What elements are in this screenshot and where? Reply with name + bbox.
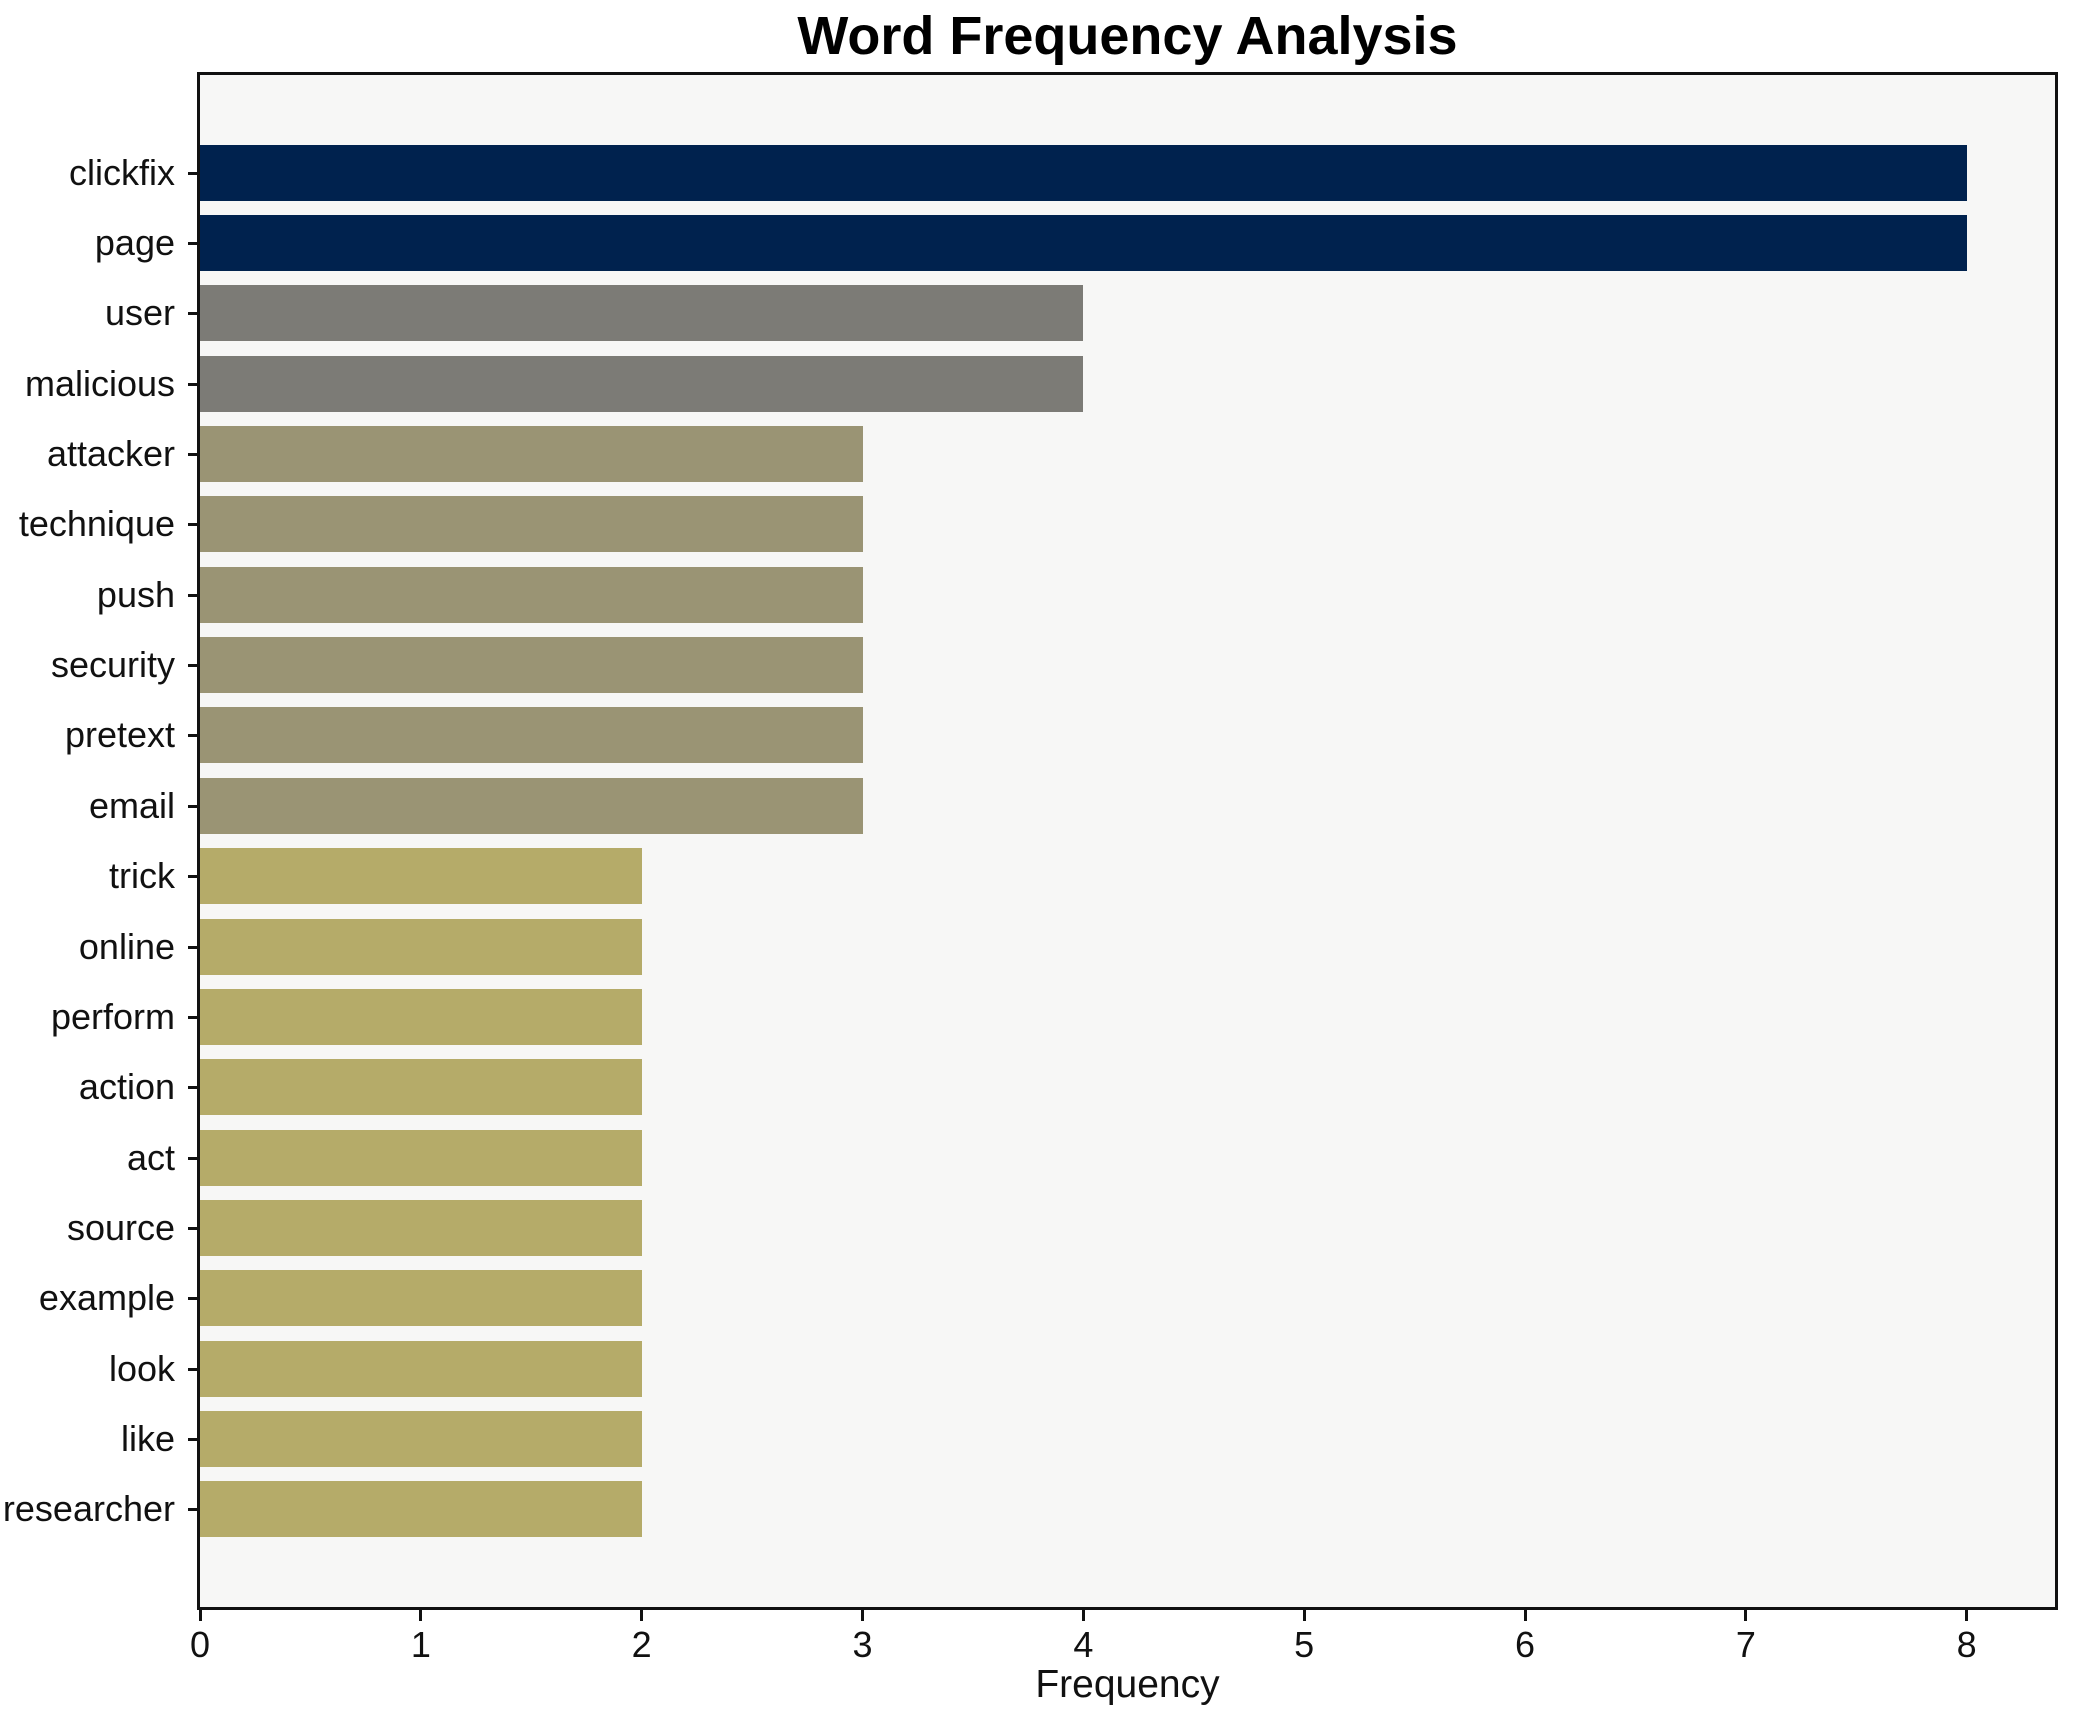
y-tick-label-example: example xyxy=(38,1277,175,1319)
y-tick-mark xyxy=(188,1086,197,1090)
y-tick-label-source: source xyxy=(66,1206,175,1248)
y-tick-mark xyxy=(188,734,197,738)
y-tick-mark xyxy=(188,242,197,246)
bar-email xyxy=(200,777,863,834)
x-tick-mark xyxy=(1081,1610,1085,1621)
y-tick-mark xyxy=(188,664,197,668)
x-tick-label-7: 7 xyxy=(1735,1624,1756,1665)
bar-researcher xyxy=(200,1481,642,1538)
x-tick-label-6: 6 xyxy=(1514,1624,1536,1665)
y-tick-mark xyxy=(188,1367,197,1371)
bar-technique xyxy=(200,496,863,553)
bar-malicious xyxy=(200,355,1084,412)
y-tick-mark xyxy=(188,875,197,879)
y-tick-mark xyxy=(188,945,197,949)
y-tick-label-pretext: pretext xyxy=(64,714,175,756)
x-tick-mark xyxy=(198,1610,202,1621)
x-tick-label-2: 2 xyxy=(631,1624,652,1665)
x-tick-mark xyxy=(861,1610,864,1621)
bar-look xyxy=(200,1340,642,1397)
x-tick-mark xyxy=(1744,1610,1748,1621)
y-tick-mark xyxy=(188,1156,197,1160)
y-tick-label-technique: technique xyxy=(18,503,175,545)
x-tick-label-4: 4 xyxy=(1073,1624,1094,1665)
y-tick-label-email: email xyxy=(88,784,175,826)
y-tick-mark xyxy=(188,1226,197,1230)
x-axis-label: Frequency xyxy=(1035,1663,1220,1706)
y-tick-label-clickfix: clickfix xyxy=(69,151,175,193)
bar-page xyxy=(200,215,1967,272)
plot-area xyxy=(197,72,2058,1610)
y-tick-mark xyxy=(188,453,197,457)
x-tick-mark xyxy=(640,1610,644,1621)
x-tick-label-0: 0 xyxy=(189,1624,211,1665)
y-tick-label-trick: trick xyxy=(109,855,175,897)
y-tick-mark xyxy=(188,1437,197,1441)
bar-like xyxy=(200,1410,642,1467)
x-tick-mark xyxy=(1523,1610,1527,1621)
y-tick-label-researcher: researcher xyxy=(2,1488,175,1530)
y-tick-label-security: security xyxy=(50,644,175,686)
bar-clickfix xyxy=(200,144,1967,201)
x-tick-mark xyxy=(1965,1610,1969,1621)
y-tick-mark xyxy=(188,382,197,386)
y-tick-mark xyxy=(188,804,197,808)
x-tick-label-5: 5 xyxy=(1294,1624,1315,1665)
y-tick-label-attacker: attacker xyxy=(46,433,175,475)
y-tick-mark xyxy=(188,1015,197,1019)
bar-perform xyxy=(200,988,642,1045)
y-tick-label-malicious: malicious xyxy=(24,362,175,404)
bar-attacker xyxy=(200,426,863,483)
y-tick-label-push: push xyxy=(96,573,175,615)
y-tick-mark xyxy=(188,312,197,316)
bar-security xyxy=(200,637,863,694)
x-tick-label-8: 8 xyxy=(1956,1624,1977,1665)
y-tick-label-page: page xyxy=(94,222,175,264)
x-tick-mark xyxy=(1302,1610,1306,1621)
y-tick-mark xyxy=(188,1508,197,1512)
y-tick-label-like: like xyxy=(120,1417,175,1459)
bar-pretext xyxy=(200,707,863,764)
y-tick-mark xyxy=(188,1297,197,1301)
y-tick-mark xyxy=(188,523,197,527)
y-tick-label-online: online xyxy=(78,925,175,967)
bar-trick xyxy=(200,848,642,905)
x-tick-label-3: 3 xyxy=(852,1624,873,1665)
bar-user xyxy=(200,285,1084,342)
bar-action xyxy=(200,1059,642,1116)
bar-example xyxy=(200,1270,642,1327)
x-tick-mark xyxy=(419,1610,423,1621)
chart-title: Word Frequency Analysis xyxy=(797,6,1458,66)
x-tick-label-1: 1 xyxy=(410,1624,431,1665)
bar-act xyxy=(200,1129,642,1186)
bar-source xyxy=(200,1199,642,1256)
y-tick-label-user: user xyxy=(104,292,175,334)
y-tick-mark xyxy=(188,593,197,597)
y-tick-label-perform: perform xyxy=(50,995,175,1037)
bar-push xyxy=(200,566,863,623)
y-tick-label-look: look xyxy=(108,1347,175,1389)
y-tick-mark xyxy=(188,171,197,175)
y-tick-label-act: act xyxy=(126,1136,175,1178)
bar-online xyxy=(200,918,642,975)
y-tick-label-action: action xyxy=(78,1066,175,1108)
